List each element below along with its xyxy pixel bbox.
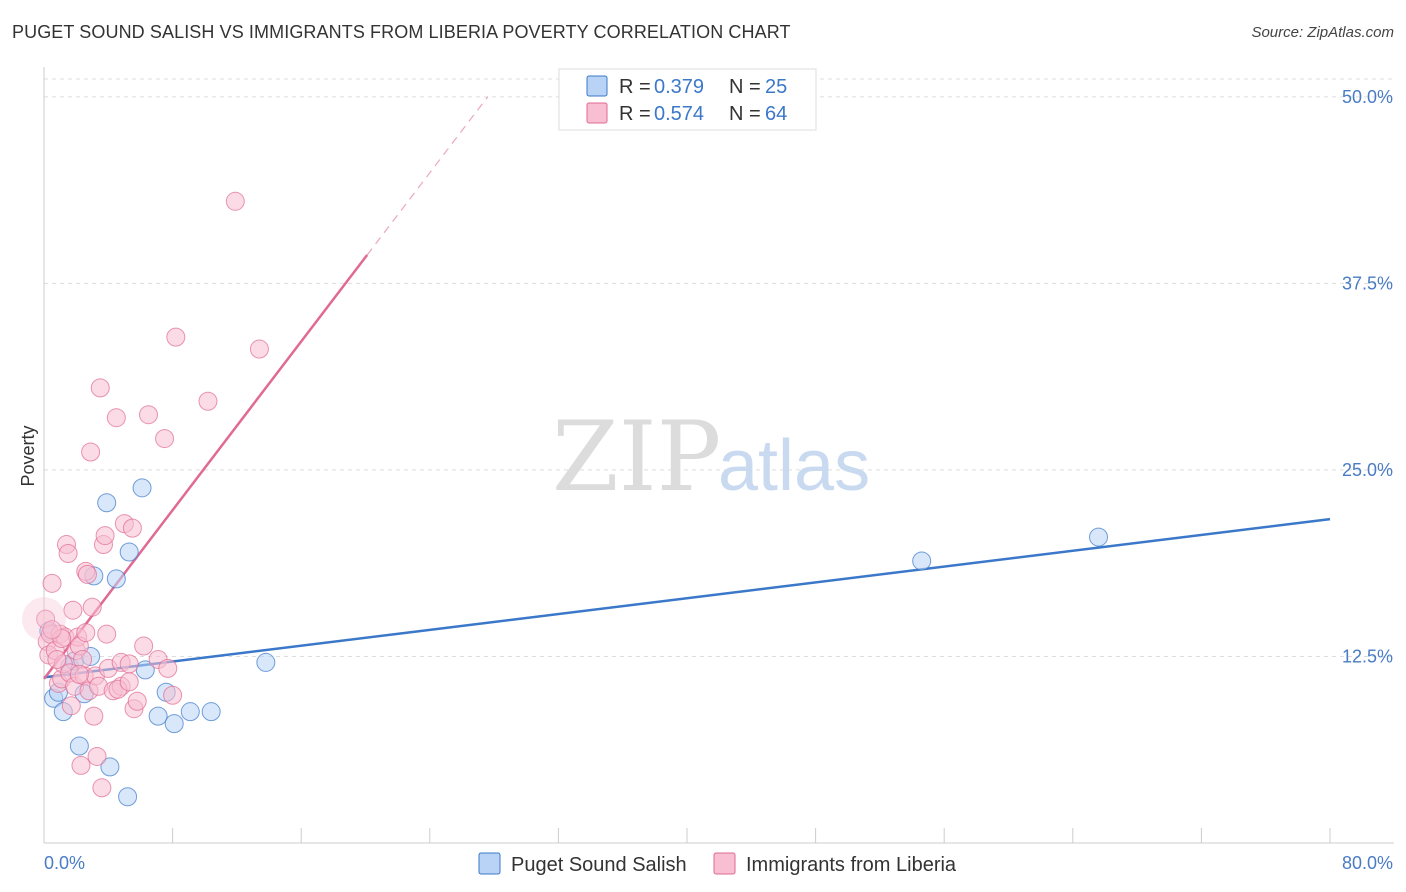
source-credit: Source: ZipAtlas.com [1251, 24, 1394, 41]
y-tick-labels: 12.5% 25.0% 37.5% 50.0% [1342, 87, 1393, 667]
liberia-point-59 [249, 339, 269, 359]
liberia-point-60 [47, 649, 67, 669]
liberia-point-33 [90, 378, 110, 398]
liberia-point-12 [58, 543, 78, 563]
salish-point-17 [148, 706, 168, 726]
liberia-point-46 [119, 672, 139, 692]
liberia-point-50 [134, 636, 154, 656]
legend-swatch-blue [586, 75, 608, 97]
liberia-point-62 [69, 664, 89, 684]
liberia-point-36 [95, 526, 115, 546]
bottom-legend-label-0: Puget Sound Salish [511, 854, 687, 876]
liberia-point-28 [82, 597, 102, 617]
liberia-point-40 [106, 408, 126, 428]
liberia-point-25 [77, 564, 97, 584]
liberia-point-4 [42, 573, 62, 593]
correlation-legend: R = 0.379 N = 25 R = 0.574 N = 64 [558, 68, 817, 131]
trend-line-extension-1 [366, 96, 489, 256]
salish-point-21 [201, 702, 221, 722]
liberia-cluster-point [22, 597, 66, 642]
y-axis-title: Poverty [18, 425, 38, 486]
legend-n-label-1: N = [729, 103, 761, 125]
liberia-point-20 [71, 755, 91, 775]
trend-line-0 [43, 517, 1331, 679]
salish-point-19 [164, 714, 184, 734]
series-puget-sound-salish [39, 478, 1109, 807]
salish-point-10 [97, 493, 117, 513]
liberia-point-45 [119, 654, 139, 674]
legend-r-value-1: 0.574 [654, 103, 704, 125]
chart-title: PUGET SOUND SALISH VS IMMIGRANTS FROM LI… [12, 22, 791, 42]
legend-r-value-0: 0.379 [654, 76, 704, 98]
salish-point-23 [912, 551, 932, 571]
liberia-point-53 [155, 429, 175, 449]
y-tick-label-0: 12.5% [1342, 646, 1393, 666]
salish-point-22 [256, 652, 276, 672]
liberia-point-63 [42, 620, 62, 640]
salish-point-14 [119, 542, 139, 562]
series-immigrants-from-liberia [22, 191, 269, 798]
liberia-point-56 [166, 327, 186, 347]
liberia-point-29 [84, 706, 104, 726]
y-tick-label-3: 50.0% [1342, 87, 1393, 107]
liberia-point-23 [76, 623, 96, 643]
legend-swatch-pink [586, 102, 608, 124]
axes [43, 67, 1394, 844]
x-tick-labels: 0.0% 80.0% [44, 853, 1393, 873]
liberia-point-47 [122, 518, 142, 538]
liberia-point-31 [87, 746, 107, 766]
liberia-point-15 [63, 600, 83, 620]
series-legend: Puget Sound Salish Immigrants from Liber… [478, 852, 957, 876]
liberia-point-55 [163, 685, 183, 705]
liberia-point-34 [92, 778, 112, 798]
bottom-legend-swatch-pink [713, 852, 736, 875]
legend-n-value-0: 25 [765, 76, 787, 98]
salish-point-13 [118, 787, 138, 807]
salish-point-20 [180, 702, 200, 722]
legend-r-label-1: R = [619, 103, 651, 125]
liberia-point-57 [198, 391, 218, 411]
liberia-point-14 [61, 696, 81, 716]
salish-point-24 [1089, 527, 1109, 547]
liberia-point-27 [81, 442, 101, 462]
salish-point-15 [132, 478, 152, 498]
salish-point-12 [106, 569, 126, 589]
legend-n-value-1: 64 [765, 103, 787, 125]
salish-point-6 [69, 736, 89, 756]
liberia-point-51 [138, 405, 158, 425]
watermark-zip: ZIP [552, 401, 721, 513]
trend-lines [43, 96, 1331, 680]
x-tick-label-1: 80.0% [1342, 853, 1393, 873]
liberia-point-37 [97, 624, 117, 644]
bottom-legend-swatch-blue [478, 852, 501, 875]
legend-r-label-0: R = [619, 76, 651, 98]
salish-point-11 [100, 757, 120, 777]
liberia-point-58 [225, 191, 245, 211]
liberia-point-54 [158, 658, 178, 678]
y-tick-label-2: 37.5% [1342, 273, 1393, 293]
y-tick-label-1: 25.0% [1342, 460, 1393, 480]
legend-n-label-0: N = [729, 76, 761, 98]
grid-lines [44, 78, 1394, 657]
bottom-legend-label-1: Immigrants from Liberia [746, 854, 957, 876]
liberia-point-49 [127, 691, 147, 711]
x-tick-label-0: 0.0% [44, 853, 85, 873]
watermark-atlas: atlas [718, 426, 870, 506]
